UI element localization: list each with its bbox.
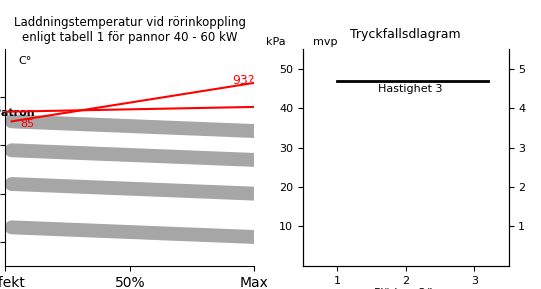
Text: kPa: kPa — [266, 37, 286, 47]
Text: 93?: 93? — [232, 74, 254, 87]
Title: Laddningstemperatur vid rörinkoppling
enligt tabell 1 för pannor 40 - 60 kW: Laddningstemperatur vid rörinkoppling en… — [14, 16, 246, 44]
Text: mvp: mvp — [313, 37, 338, 47]
Text: Hastighet 3: Hastighet 3 — [378, 84, 443, 95]
Text: C°: C° — [19, 56, 32, 66]
Text: 85: 85 — [21, 119, 35, 129]
X-axis label: Flöde m3/h: Flöde m3/h — [374, 288, 437, 289]
Title: Tryckfallsdlagram: Tryckfallsdlagram — [351, 28, 461, 41]
Text: Patron: Patron — [0, 108, 35, 118]
